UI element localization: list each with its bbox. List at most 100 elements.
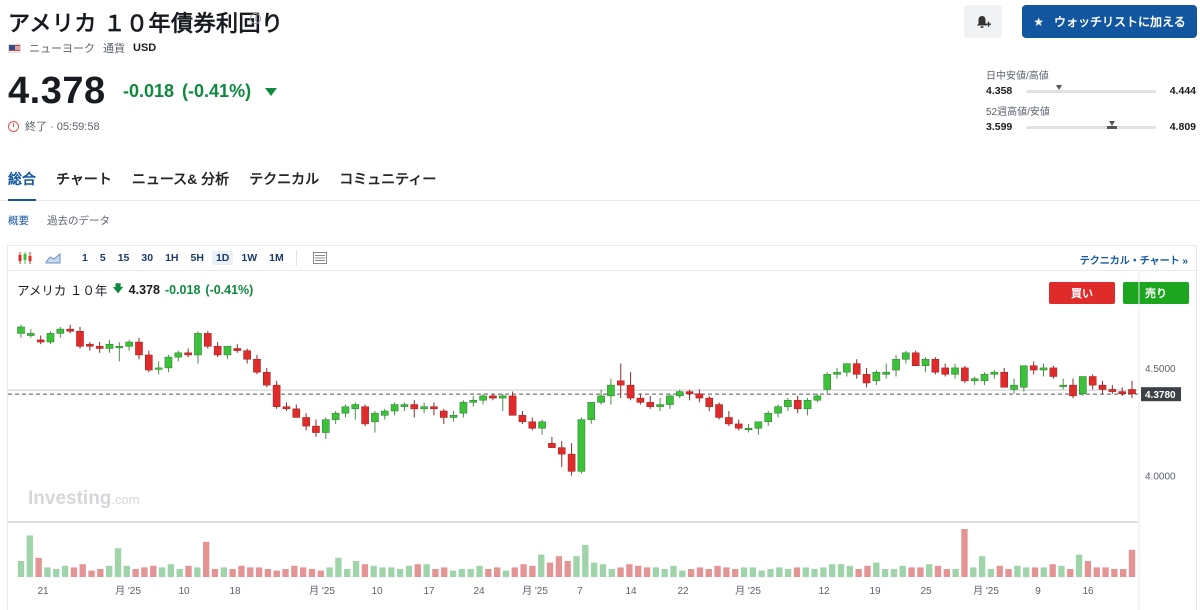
week52-high: 4.809 [1169, 121, 1196, 133]
candle [852, 359, 861, 379]
candle-body [548, 443, 556, 448]
instrument-meta: ニューヨーク 通貨 USD [8, 40, 156, 56]
candle-body [843, 363, 851, 373]
price-change: -0.018 (-0.41%) [123, 81, 278, 102]
sub-tabs: 概要 過去のデータ [8, 213, 110, 228]
candle [184, 348, 192, 358]
candle-body [430, 406, 438, 410]
volume-bar [740, 567, 748, 577]
candle [518, 411, 527, 424]
chart-price: 4.378 [128, 282, 160, 297]
candle [449, 411, 458, 422]
candle-body [587, 402, 596, 420]
candle [557, 441, 566, 468]
technical-chart-link[interactable]: テクニカル・チャート » [1079, 256, 1188, 267]
candle [616, 363, 625, 399]
subtab-historical-data[interactable]: 過去のデータ [47, 215, 110, 227]
candle [272, 380, 281, 409]
change-percent: (-0.41%) [182, 81, 252, 101]
volume-bar [317, 570, 324, 577]
interval-1m[interactable]: 1M [269, 252, 284, 264]
candle-body [921, 359, 930, 366]
candle-body [174, 352, 183, 358]
candle-body [1118, 391, 1126, 395]
interval-5[interactable]: 5 [99, 252, 106, 264]
price-chart[interactable]: Investing.com 4.5000 4.0000 21 月 '25 10 18 月 … [8, 246, 1196, 610]
interval-1h[interactable]: 1H [165, 252, 179, 264]
candle-body [135, 341, 143, 356]
candle [1059, 378, 1067, 390]
day-high: 4.444 [1169, 85, 1196, 97]
candle-body [76, 330, 84, 347]
candle [508, 391, 517, 416]
candle-body [764, 412, 773, 423]
interval-1[interactable]: 1 [82, 252, 88, 264]
x-tick-label: 月 '25 [115, 585, 141, 597]
subtab-summary[interactable]: 概要 [8, 215, 29, 227]
candle [194, 331, 202, 364]
candle [371, 411, 379, 433]
volume-bar [255, 567, 263, 577]
buy-button[interactable]: 買い [1049, 282, 1115, 304]
candle [430, 402, 438, 416]
candle [292, 404, 301, 418]
volume-bar [599, 564, 607, 577]
candle [528, 417, 537, 431]
candle-body [351, 404, 360, 410]
add-to-watchlist-button[interactable]: ★ ウォッチリストに加える [1022, 5, 1197, 38]
volume-bar [1093, 567, 1100, 577]
indicators-icon[interactable] [309, 250, 331, 266]
candle-body [793, 399, 802, 410]
volume-bar [379, 567, 386, 577]
interval-15[interactable]: 15 [117, 252, 130, 264]
add-alert-button[interactable] [964, 5, 1002, 38]
x-tick-label: 22 [677, 586, 689, 597]
candle-body [882, 371, 890, 375]
interval-30[interactable]: 30 [141, 252, 154, 264]
candle-body [253, 359, 261, 373]
candle-body [675, 391, 684, 397]
tab-technical[interactable]: テクニカル [249, 171, 320, 187]
candle-body [685, 391, 694, 395]
candle [931, 357, 940, 375]
volume-bar [855, 569, 862, 577]
candle-body [941, 367, 949, 375]
volume-bar [308, 569, 316, 577]
candle [961, 365, 969, 383]
tab-chart[interactable]: チャート [56, 171, 112, 187]
area-chart-icon[interactable] [42, 250, 64, 266]
volume-bar [229, 569, 236, 577]
instrument-title: アメリカ １０年債券利回り [8, 11, 284, 36]
interval-1w[interactable]: 1W [241, 252, 258, 264]
volume-bar [220, 567, 227, 577]
volume-bar [53, 569, 60, 577]
volume-bar [635, 565, 642, 577]
candle-body [607, 384, 615, 397]
candle [1088, 374, 1097, 390]
tab-overview[interactable]: 総合 [8, 168, 36, 201]
candle-body [1029, 365, 1038, 371]
volume-bar [952, 569, 959, 577]
volume-bar [617, 567, 624, 577]
volume-bar [344, 569, 351, 577]
tab-community[interactable]: コミュニティー [339, 171, 437, 187]
candlestick-icon[interactable] [14, 250, 36, 266]
info-icon[interactable]: i [250, 13, 261, 24]
volume-bar [106, 565, 113, 577]
interval-5h[interactable]: 5H [190, 252, 204, 264]
watchlist-label: ウォッチリストに加える [1054, 15, 1186, 29]
candle [1049, 365, 1058, 379]
volume-bar [423, 564, 430, 577]
interval-1d[interactable]: 1D [211, 251, 234, 265]
bell-plus-icon [977, 15, 991, 28]
volume-bar [829, 564, 836, 577]
volume-bar [238, 565, 245, 577]
volume-bar [520, 564, 527, 577]
candle [86, 342, 94, 351]
candle [439, 408, 448, 424]
candle-body [489, 395, 497, 399]
volume-bar [705, 569, 712, 577]
tab-news-analysis[interactable]: ニュース& 分析 [131, 171, 230, 187]
volume-bar [582, 545, 589, 577]
volume-bar [185, 565, 192, 577]
